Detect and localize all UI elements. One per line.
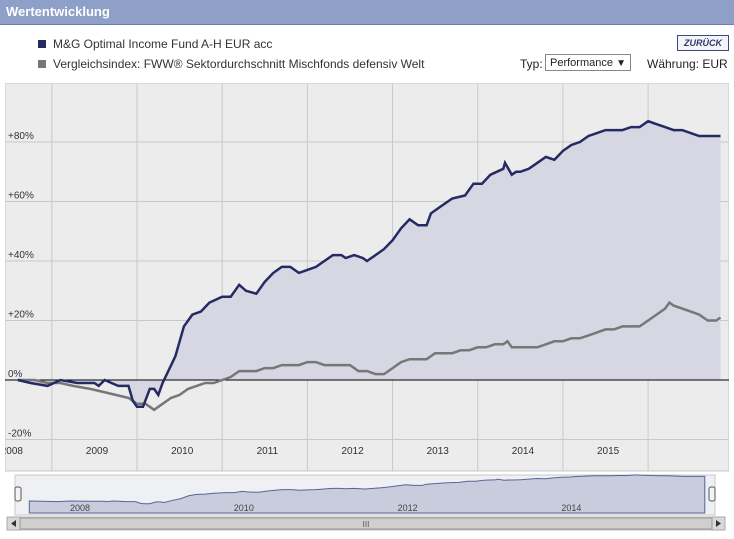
fund-swatch-icon	[38, 39, 46, 48]
type-label: Typ:	[520, 57, 543, 71]
navigator-tick-label: 2014	[561, 503, 581, 513]
x-tick-label: 2010	[171, 446, 194, 457]
legend-label-fund: M&G Optimal Income Fund A-H EUR acc	[53, 37, 273, 51]
navigator-tick-label: 2012	[398, 503, 418, 513]
scroll-right-arrow-icon	[716, 520, 721, 527]
navigator-labels: 2008 2010 2012 2014	[70, 503, 581, 513]
navigator-right-handle[interactable]	[708, 486, 716, 502]
navigator-area	[28, 474, 706, 514]
y-axis-labels: +80% +60% +40% +20% 0% -20%	[8, 131, 34, 440]
scrollbar-grip: III	[363, 520, 370, 529]
x-tick-label: 2013	[427, 446, 450, 457]
y-tick-label: +80%	[8, 131, 34, 142]
y-tick-label: +40%	[8, 250, 34, 261]
x-tick-label: 2009	[86, 446, 109, 457]
navigator-tick-label: 2008	[70, 503, 90, 513]
index-swatch-icon	[38, 59, 46, 68]
back-button[interactable]: ZURÜCK	[677, 35, 729, 51]
y-tick-label: -20%	[8, 429, 31, 440]
x-axis-labels: 2008 2009 2010 2011 2012 2013 2014 2015	[5, 446, 620, 457]
index-series-line	[17, 300, 722, 412]
navigator-left-handle[interactable]	[14, 486, 22, 502]
legend-item-fund: M&G Optimal Income Fund A-H EUR acc	[38, 37, 272, 51]
type-select-value: Performance	[550, 57, 613, 69]
dropdown-arrow-icon: ▼	[616, 58, 626, 69]
scrollbar-thumb[interactable]	[19, 517, 713, 530]
scroll-left-arrow-icon	[11, 520, 16, 527]
y-tick-label: +60%	[8, 191, 34, 202]
fund-series-line	[17, 119, 721, 409]
currency-label: Währung: EUR	[647, 57, 728, 71]
x-tick-label: 2008	[5, 446, 23, 457]
y-tick-label: +20%	[8, 310, 34, 321]
y-tick-label: 0%	[8, 369, 23, 380]
x-tick-label: 2011	[257, 446, 279, 457]
performance-chart: +80%+60%+40%+20%0%-20% 20082009201020112…	[5, 83, 729, 531]
fund-area	[17, 121, 721, 407]
x-tick-label: 2015	[597, 446, 620, 457]
x-tick-label: 2014	[512, 446, 535, 457]
range-navigator[interactable]: 2008 2010 2012 2014 III	[6, 474, 726, 531]
panel-title: Wertentwicklung	[6, 4, 110, 19]
type-select[interactable]: Performance ▼	[545, 54, 631, 71]
legend-item-index: Vergleichsindex: FWW® Sektordurchschnitt…	[38, 57, 424, 71]
panel-header: Wertentwicklung	[0, 0, 734, 25]
x-tick-label: 2012	[341, 446, 364, 457]
navigator-tick-label: 2010	[234, 503, 254, 513]
legend-label-index: Vergleichsindex: FWW® Sektordurchschnitt…	[53, 57, 425, 71]
